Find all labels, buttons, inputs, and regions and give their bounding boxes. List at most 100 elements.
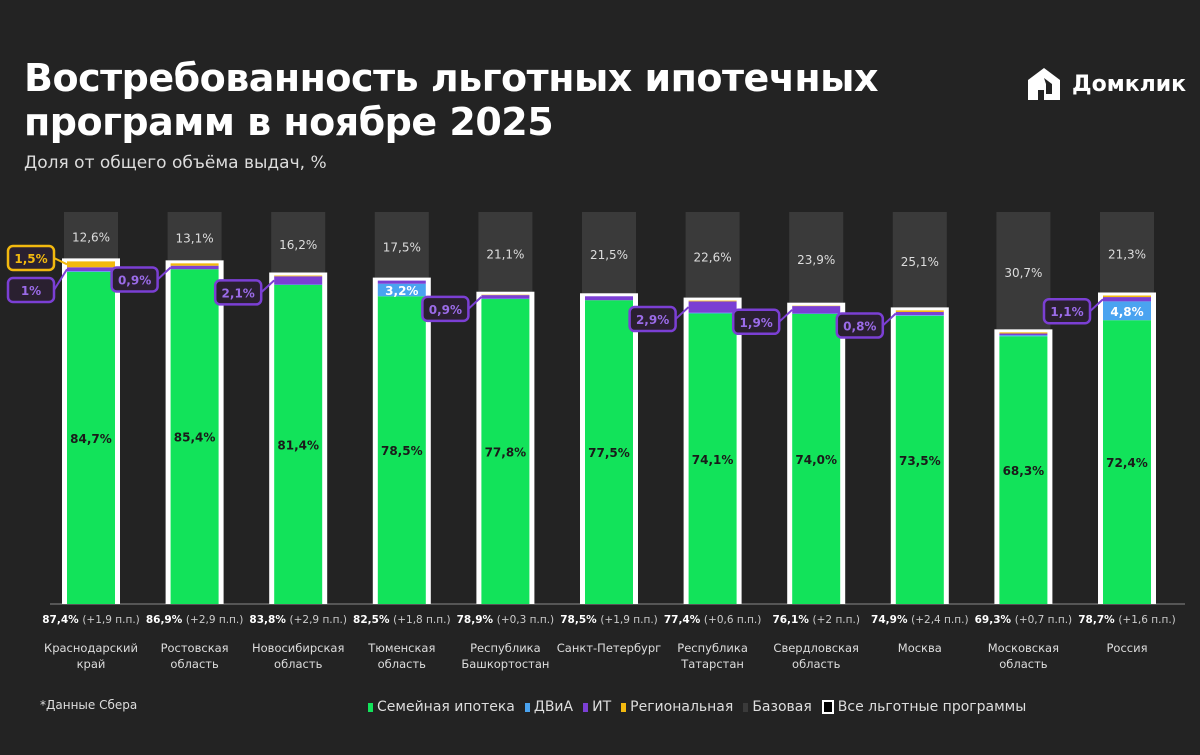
total-change: (+1,6 п.п.) xyxy=(1118,614,1175,626)
legend-label: Семейная ипотека xyxy=(377,699,515,715)
total-change: (+0,3 п.п.) xyxy=(497,614,554,626)
bar-segment-it xyxy=(377,280,426,284)
total-label: 83,8% (+2,9 п.п.) xyxy=(249,614,347,626)
bar-segment-dvia xyxy=(67,271,115,272)
total-label: 78,9% (+0,3 п.п.) xyxy=(457,614,555,626)
legend-label: ДВиА xyxy=(533,699,574,715)
callout-label: 0,9% xyxy=(429,303,462,317)
legend-item-all: Все льготные программы xyxy=(821,699,1026,715)
category-label-line2: Татарстан xyxy=(680,657,744,671)
callout-pointer xyxy=(1089,298,1104,312)
family-value-label: 77,5% xyxy=(588,446,630,460)
family-value-label: 77,8% xyxy=(485,446,527,460)
total-change: (+1,8 п.п.) xyxy=(393,614,450,626)
bar-segment-dvia xyxy=(895,315,944,316)
callout-label: 2,9% xyxy=(636,313,669,327)
family-value-label: 81,4% xyxy=(277,438,319,452)
callout-label: 1,9% xyxy=(740,316,773,330)
bar-segment-regional xyxy=(274,275,323,277)
legend-swatch xyxy=(368,702,373,712)
callout-label: 2,1% xyxy=(222,286,255,300)
bar-segment-it xyxy=(481,295,530,299)
total-change: (+0,7 п.п.) xyxy=(1015,614,1072,626)
total-value: 77,4% xyxy=(664,614,704,626)
dvia-value-label: 3,2% xyxy=(385,284,418,298)
family-value-label: 84,7% xyxy=(70,432,112,446)
base-value-label: 30,7% xyxy=(1004,266,1042,280)
base-value-label: 17,5% xyxy=(383,240,421,254)
category-label-line1: Республика xyxy=(470,641,541,655)
total-label: 78,5% (+1,9 п.п.) xyxy=(560,614,658,626)
total-value: 69,3% xyxy=(975,614,1015,626)
total-label: 69,3% (+0,7 п.п.) xyxy=(975,614,1073,626)
legend-swatch xyxy=(621,702,627,712)
total-value: 86,9% xyxy=(146,614,186,626)
category-label-line2: область xyxy=(378,657,427,671)
family-value-label: 68,3% xyxy=(1003,464,1045,478)
category-label-line2: край xyxy=(77,657,106,671)
callout-pointer xyxy=(674,306,690,320)
bar-segment-family xyxy=(274,284,323,604)
legend-item-base: Базовая xyxy=(743,699,812,715)
bar-segment-regional xyxy=(170,263,219,266)
bar-segment-dvia xyxy=(688,312,737,314)
total-change: (+2,9 п.п.) xyxy=(290,614,347,626)
legend-swatch xyxy=(583,702,589,712)
base-value-label: 23,9% xyxy=(797,253,835,267)
bar-segment-it xyxy=(688,301,737,313)
total-label: 74,9% (+2,4 п.п.) xyxy=(871,614,969,626)
callout-label: 0,8% xyxy=(843,320,876,334)
legend-item-regional: Региональная xyxy=(621,699,733,715)
category-label-line2: область xyxy=(170,657,219,671)
bar-segment-family xyxy=(895,315,944,604)
legend-label: ИТ xyxy=(592,699,612,715)
total-label: 78,7% (+1,6 п.п.) xyxy=(1078,614,1176,626)
category-label-line2: область xyxy=(274,657,323,671)
bar-segment-regional xyxy=(1103,295,1151,298)
bar-segment-family xyxy=(481,299,530,604)
chart-subtitle: Доля от общего объёма выдач, % xyxy=(24,153,327,173)
bar-segment-family xyxy=(999,336,1048,604)
family-value-label: 78,5% xyxy=(381,444,423,458)
callout-pointer xyxy=(882,312,897,327)
callout-label: 0,9% xyxy=(118,273,151,287)
family-value-label: 72,4% xyxy=(1106,456,1148,470)
category-label-line1: Московская xyxy=(988,641,1059,655)
category-label-line2: область xyxy=(999,657,1048,671)
bar-segment-regional xyxy=(67,261,115,268)
bar-segment-dvia xyxy=(1103,301,1151,321)
callout-pointer xyxy=(53,257,68,266)
source-note: *Данные Сбера xyxy=(40,698,138,712)
bar-segment-family xyxy=(377,296,426,604)
legend-label: Базовая xyxy=(752,699,812,715)
total-value: 74,9% xyxy=(871,614,911,626)
category-label-line1: Санкт-Петербург xyxy=(557,641,661,655)
category-label-line1: Краснодарский xyxy=(44,641,138,655)
bar-segment-it xyxy=(585,296,633,301)
title-line-2: программ в ноябре 2025 xyxy=(24,100,554,144)
bar-segment-regional xyxy=(895,310,944,312)
family-value-label: 73,5% xyxy=(899,454,941,468)
legend-swatch xyxy=(821,700,834,714)
category-label-line1: Свердловская xyxy=(773,641,859,655)
bar-segment-dvia xyxy=(377,283,426,297)
logo-text: Домклик xyxy=(1072,71,1187,97)
total-change: (+2 п.п.) xyxy=(813,614,860,626)
page-title: Востребованность льготных ипотечных прог… xyxy=(24,56,879,144)
total-value: 78,9% xyxy=(457,614,497,626)
bar-segment-family xyxy=(170,269,219,604)
bar-segment-it xyxy=(792,306,841,314)
legend-item-dvia: ДВиА xyxy=(524,699,574,715)
family-value-label: 74,0% xyxy=(795,453,837,467)
total-value: 87,4% xyxy=(42,614,82,626)
category-label-line2: область xyxy=(792,657,841,671)
chart-legend: Семейная ипотека ДВиА ИТ Региональная Базова… xyxy=(368,699,1026,715)
base-value-label: 21,1% xyxy=(486,247,524,261)
bar-segment-family xyxy=(67,271,115,604)
dvia-value-label: 4,8% xyxy=(1110,305,1143,319)
bar-segment-family xyxy=(688,313,737,604)
base-value-label: 22,6% xyxy=(694,250,732,264)
base-value-label: 16,2% xyxy=(279,238,317,252)
base-value-label: 21,3% xyxy=(1108,248,1146,262)
